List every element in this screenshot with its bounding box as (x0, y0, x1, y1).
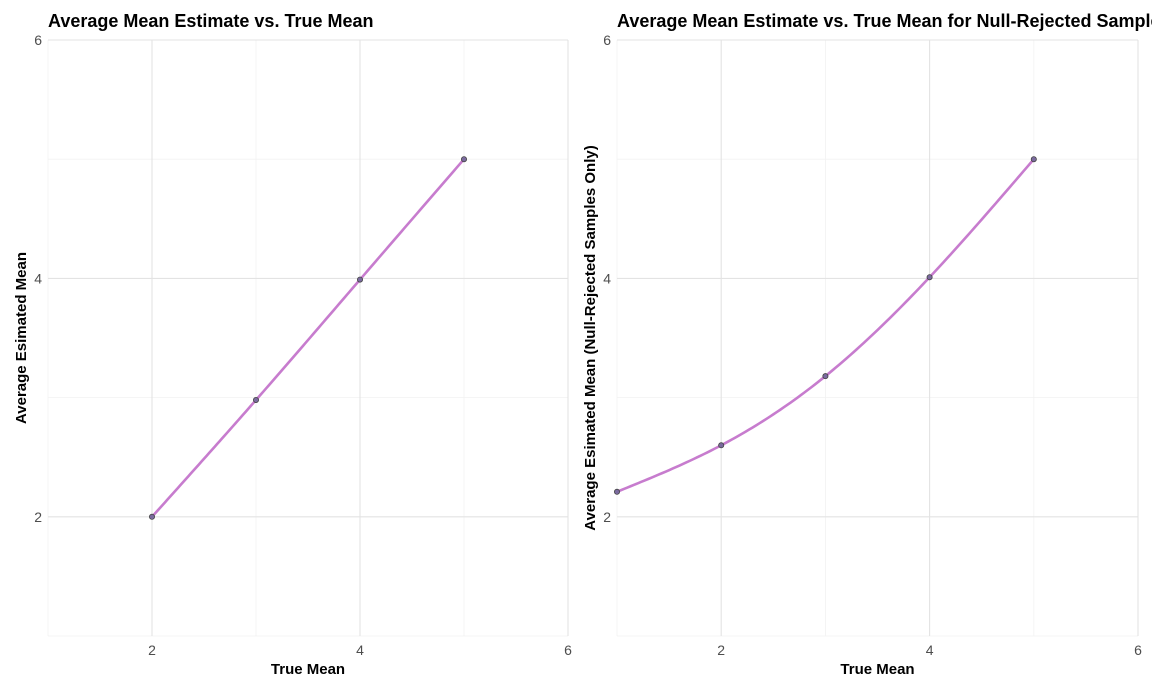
x-tick-label: 2 (717, 642, 725, 658)
chart-panel-left: Average Mean Estimate vs. True Mean 2 4 6 2 4… (13, 11, 572, 678)
data-point (252, 396, 259, 403)
chart-title: Average Mean Estimate vs. True Mean (48, 11, 373, 31)
series-line (150, 157, 466, 519)
y-axis-title: Average Esimated Mean (13, 252, 30, 424)
x-tick-label: 4 (356, 642, 364, 658)
data-point (614, 488, 621, 495)
data-point (822, 373, 829, 380)
data-point (148, 513, 155, 520)
y-tick-label: 6 (34, 32, 42, 48)
x-axis-title: True Mean (840, 661, 914, 678)
y-tick-label: 6 (603, 32, 611, 48)
y-axis-title: Average Esimated Mean (Null-Rejected Sam… (582, 145, 599, 530)
x-axis-title: True Mean (271, 661, 345, 678)
y-tick-label: 2 (603, 509, 611, 525)
data-point (1030, 156, 1037, 163)
x-tick-label: 6 (1134, 642, 1142, 658)
data-point (926, 274, 933, 281)
data-point (356, 276, 363, 283)
x-tick-label: 2 (148, 642, 156, 658)
data-point (718, 442, 725, 449)
x-tick-label: 4 (926, 642, 934, 658)
y-tick-label: 2 (34, 509, 42, 525)
chart-title: Average Mean Estimate vs. True Mean for … (617, 11, 1152, 31)
x-tick-label: 6 (564, 642, 572, 658)
y-tick-label: 4 (34, 270, 42, 286)
chart-panel-right: Average Mean Estimate vs. True Mean for … (582, 11, 1152, 678)
y-tick-label: 4 (603, 270, 611, 286)
data-point (460, 156, 467, 163)
